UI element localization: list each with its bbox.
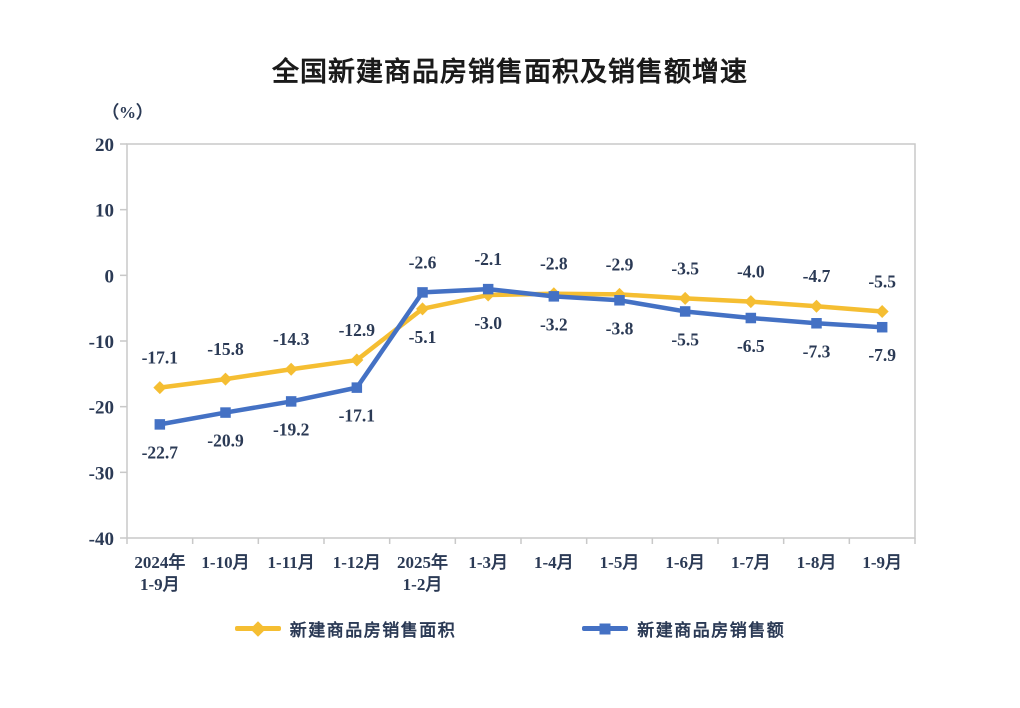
y-axis-unit-label: （%） [102, 103, 153, 122]
data-label: -2.8 [540, 254, 568, 274]
data-label: -20.9 [207, 431, 244, 451]
data-label: -7.9 [868, 345, 896, 365]
data-label: -3.2 [540, 314, 568, 334]
data-label: -14.3 [273, 329, 310, 349]
series-marker-diamond [284, 362, 298, 376]
series-marker-square [417, 287, 428, 298]
x-tick-label: 1-6月 [665, 553, 705, 572]
legend-item-sales-area: 新建商品房销售面积 [234, 616, 457, 641]
series-marker-square [285, 396, 297, 407]
series-line-0 [157, 291, 885, 390]
data-label: -12.9 [339, 320, 376, 340]
legend-line-sales-amount [582, 623, 629, 634]
series-marker-square [351, 382, 363, 393]
data-label: -5.5 [671, 329, 699, 349]
data-label: -2.6 [409, 252, 437, 272]
series-marker-diamond [219, 372, 232, 386]
x-tick-label: 1-8月 [797, 553, 837, 572]
data-label: -7.3 [803, 341, 831, 361]
series-marker-square [220, 407, 231, 418]
legend-diamond-marker-icon [249, 620, 266, 637]
x-tick-label: 2025年 [397, 552, 448, 572]
chart-legend: 新建商品房销售面积 新建商品房销售额 [0, 616, 1020, 641]
x-tick-label: 1-7月 [731, 553, 771, 572]
series-marker-diamond [744, 295, 758, 309]
x-tick-label: 1-4月 [534, 553, 574, 572]
data-label: -2.1 [474, 249, 502, 269]
data-label: -6.5 [737, 336, 765, 356]
series-marker-square [745, 312, 757, 324]
legend-item-sales-amount: 新建商品房销售额 [582, 616, 785, 641]
x-tick-label: 1-3月 [468, 553, 508, 572]
series-marker-square [482, 283, 494, 295]
series-marker-diamond [416, 302, 429, 316]
y-tick-label: -40 [89, 529, 114, 550]
legend-line-sales-area [234, 620, 281, 637]
x-tick-label: 1-9月 [862, 553, 902, 572]
series-marker-square [811, 318, 822, 329]
plot-frame [126, 143, 916, 539]
series-marker-square [548, 291, 560, 302]
data-label: -3.5 [671, 258, 699, 278]
x-tick-label: 2024年 [134, 552, 185, 572]
data-label: -4.7 [803, 266, 831, 286]
series-marker-diamond [350, 353, 364, 367]
data-label: -17.1 [142, 348, 178, 368]
x-tick-label: 1-2月 [403, 575, 443, 594]
series-marker-diamond [875, 304, 889, 318]
series-marker-square [679, 306, 691, 317]
x-tick-label: 1-5月 [600, 553, 640, 572]
series-marker-diamond [678, 291, 692, 305]
series-marker-square [154, 419, 166, 430]
data-label: -3.8 [606, 318, 634, 338]
data-label: -22.7 [142, 442, 179, 462]
series-marker-square [876, 321, 888, 333]
series-marker-square [614, 295, 625, 306]
y-tick-label: -20 [89, 398, 114, 419]
data-label: -19.2 [273, 419, 309, 439]
data-label: -17.1 [339, 406, 375, 426]
y-tick-label: 20 [95, 135, 114, 156]
legend-square-marker-icon [599, 623, 611, 634]
data-label: -3.0 [474, 313, 502, 333]
x-tick-label: 1-11月 [268, 553, 315, 572]
series-marker-diamond [810, 299, 823, 313]
data-label: -5.5 [868, 271, 896, 291]
data-label: -4.0 [737, 262, 765, 282]
y-tick-label: -10 [89, 332, 114, 353]
legend-label-sales-area: 新建商品房销售面积 [289, 621, 457, 640]
y-tick-label: 0 [105, 266, 115, 287]
data-label: -5.1 [409, 327, 437, 347]
x-tick-label: 1-10月 [201, 553, 249, 572]
data-label: -15.8 [207, 339, 244, 359]
y-tick-label: -30 [89, 463, 114, 484]
y-tick-label: 10 [95, 201, 114, 222]
data-label: -2.9 [606, 254, 634, 274]
x-tick-label: 1-9月 [140, 575, 180, 594]
series-line-1 [157, 286, 885, 427]
legend-label-sales-amount: 新建商品房销售额 [637, 621, 786, 640]
series-marker-diamond [153, 381, 167, 395]
x-tick-label: 1-12月 [333, 553, 381, 572]
chart-title: 全国新建商品房销售面积及销售额增速 [272, 57, 748, 87]
